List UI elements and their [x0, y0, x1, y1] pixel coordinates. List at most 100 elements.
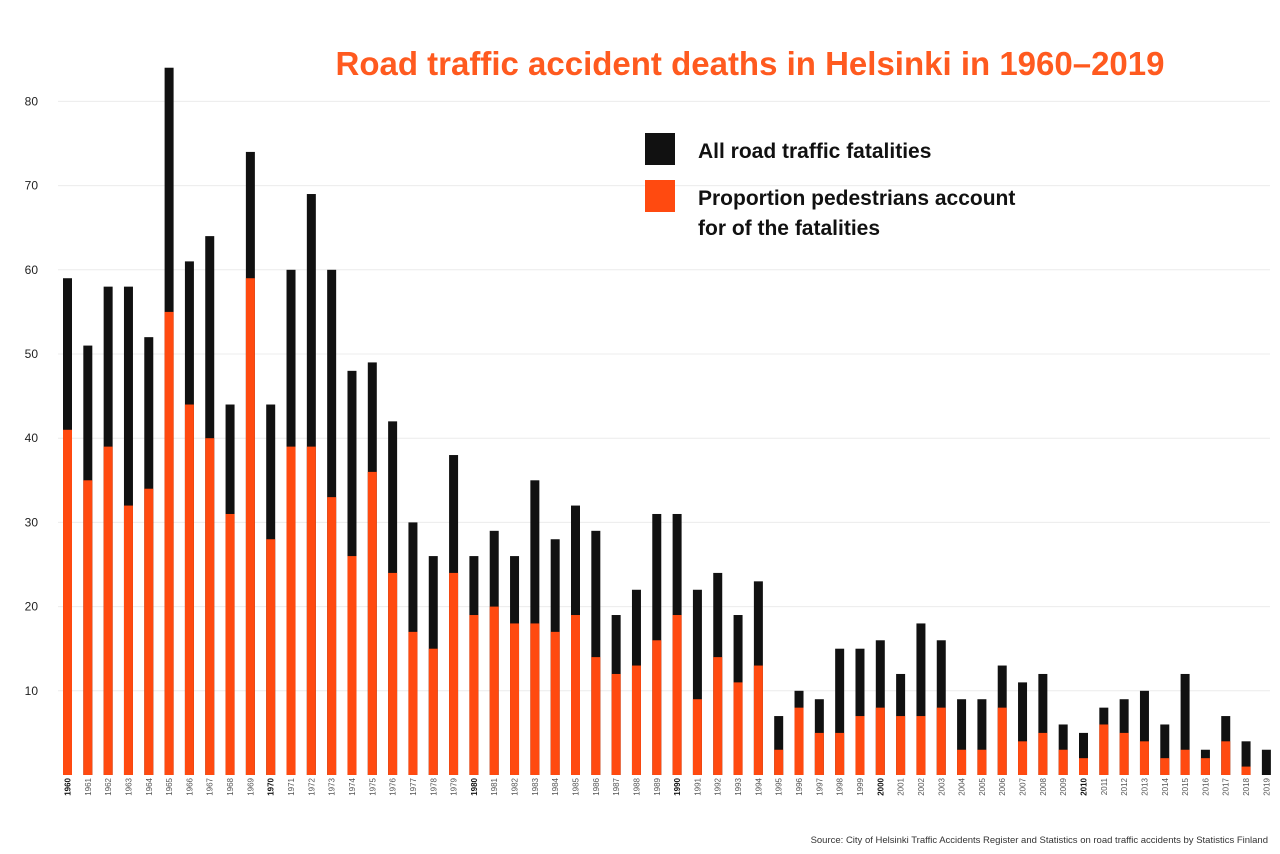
- bar-pedestrians-2015: [1180, 749, 1190, 775]
- bar-pedestrians-1960: [63, 429, 72, 775]
- bar-total-1991: [692, 589, 702, 775]
- bar-pedestrians-1984: [550, 631, 560, 775]
- bar-pedestrians-1977: [408, 631, 418, 775]
- x-tick-label-2015: 2015: [1181, 777, 1190, 795]
- x-tick-label-1967: 1967: [206, 777, 215, 795]
- bar-total-2015: [1180, 673, 1190, 775]
- bars: [63, 67, 1271, 776]
- bar-pedestrians-1965: [164, 311, 174, 775]
- bar-pedestrians-2008: [1038, 732, 1048, 775]
- y-tick-label: 70: [25, 179, 39, 193]
- x-tick-label-1991: 1991: [693, 777, 702, 795]
- x-tick-label-1999: 1999: [856, 777, 865, 795]
- x-tick-label-1988: 1988: [632, 777, 641, 795]
- bar-pedestrians-1962: [103, 446, 113, 775]
- x-tick-label-1971: 1971: [287, 777, 296, 795]
- bar-total-2005: [977, 699, 987, 775]
- x-tick-label-1994: 1994: [754, 777, 763, 795]
- x-tick-label-1997: 1997: [815, 777, 824, 795]
- x-tick-label-1980: 1980: [470, 777, 479, 795]
- bar-pedestrians-2002: [916, 716, 926, 775]
- bar-pedestrians-1989: [652, 640, 662, 775]
- bar-pedestrians-2016: [1200, 758, 1210, 775]
- bar-total-1998: [835, 648, 845, 775]
- bar-total-1995: [774, 716, 784, 775]
- bar-pedestrians-1981: [489, 606, 499, 775]
- x-tick-label-1960: 1960: [64, 777, 73, 795]
- bar-pedestrians-1973: [327, 497, 337, 775]
- bar-pedestrians-2009: [1058, 749, 1068, 775]
- y-tick-label: 40: [25, 431, 39, 445]
- x-tick-label-1990: 1990: [673, 777, 682, 795]
- x-tick-label-1970: 1970: [267, 777, 276, 795]
- bar-pedestrians-1975: [367, 471, 377, 775]
- bar-pedestrians-1967: [205, 438, 215, 775]
- source-note: Source: City of Helsinki Traffic Acciden…: [811, 835, 1268, 846]
- bar-total-2018: [1241, 741, 1251, 775]
- x-tick-label-2014: 2014: [1161, 777, 1170, 795]
- gridlines: [58, 100, 1270, 692]
- x-tick-label-1984: 1984: [551, 777, 560, 795]
- bar-total-2010: [1079, 732, 1088, 775]
- x-tick-label-1987: 1987: [612, 777, 621, 795]
- bar-total-2014: [1160, 724, 1170, 775]
- x-tick-label-1995: 1995: [775, 777, 784, 795]
- x-tick-label-1977: 1977: [409, 777, 418, 795]
- x-tick-label-1989: 1989: [653, 777, 662, 795]
- bar-total-2004: [957, 699, 967, 775]
- x-tick-label-1972: 1972: [307, 777, 316, 795]
- x-tick-label-2012: 2012: [1120, 777, 1129, 795]
- bar-pedestrians-1992: [713, 657, 723, 775]
- x-tick-label-2010: 2010: [1080, 777, 1089, 795]
- x-tick-label-1996: 1996: [795, 777, 804, 795]
- legend-label-pedestrians-line1: Proportion pedestrians account: [698, 187, 1015, 210]
- bar-pedestrians-1961: [83, 480, 93, 775]
- x-tick-label-2017: 2017: [1222, 777, 1231, 795]
- y-tick-label: 10: [25, 684, 39, 698]
- bar-pedestrians-1968: [225, 513, 235, 775]
- y-tick-label: 20: [25, 600, 39, 614]
- x-tick-label-1976: 1976: [389, 777, 398, 795]
- x-tick-label-2006: 2006: [998, 777, 1007, 795]
- bar-pedestrians-2000: [875, 707, 885, 775]
- bar-pedestrians-2006: [997, 707, 1007, 775]
- y-tick-label: 30: [25, 515, 39, 529]
- bar-pedestrians-2013: [1139, 741, 1149, 775]
- bar-pedestrians-2001: [896, 716, 906, 775]
- bar-pedestrians-1985: [571, 615, 580, 775]
- x-tick-label-1962: 1962: [104, 777, 113, 795]
- legend-swatch-all: [645, 133, 675, 165]
- x-tick-label-1982: 1982: [511, 777, 520, 795]
- bar-pedestrians-1996: [794, 707, 804, 775]
- bar-pedestrians-2011: [1099, 724, 1109, 775]
- y-tick-label: 80: [25, 94, 39, 108]
- x-tick-label-2013: 2013: [1140, 777, 1149, 795]
- bar-pedestrians-1998: [835, 732, 845, 775]
- bar-pedestrians-1994: [753, 665, 763, 775]
- x-tick-label-1964: 1964: [145, 777, 154, 795]
- bar-total-2019: [1261, 749, 1271, 775]
- x-tick-label-2019: 2019: [1262, 777, 1271, 795]
- legend: All road traffic fatalities Proportion p…: [645, 133, 1015, 240]
- bar-pedestrians-2012: [1119, 732, 1129, 775]
- bar-total-2008: [1038, 673, 1048, 775]
- y-tick-label: 50: [25, 347, 39, 361]
- x-axis: 1960 1961 1962 1963 1964 1965 1966 1967 1968 1969…: [64, 777, 1272, 795]
- bar-pedestrians-1988: [631, 665, 641, 775]
- bar-pedestrians-1974: [347, 556, 357, 775]
- bar-total-1999: [855, 648, 865, 775]
- x-tick-label-1981: 1981: [490, 777, 499, 795]
- x-tick-label-1961: 1961: [84, 777, 93, 795]
- x-tick-label-1978: 1978: [429, 777, 438, 795]
- bar-pedestrians-2007: [1018, 741, 1028, 775]
- bar-pedestrians-1991: [692, 699, 702, 775]
- x-tick-label-2000: 2000: [876, 777, 885, 795]
- x-tick-label-1992: 1992: [714, 777, 723, 795]
- bar-pedestrians-1997: [814, 732, 824, 775]
- x-tick-label-1973: 1973: [328, 777, 337, 795]
- bar-pedestrians-1980: [469, 615, 479, 775]
- bar-pedestrians-1970: [266, 539, 276, 775]
- x-tick-label-2004: 2004: [958, 777, 967, 795]
- legend-label-pedestrians-line2: for of the fatalities: [698, 217, 880, 240]
